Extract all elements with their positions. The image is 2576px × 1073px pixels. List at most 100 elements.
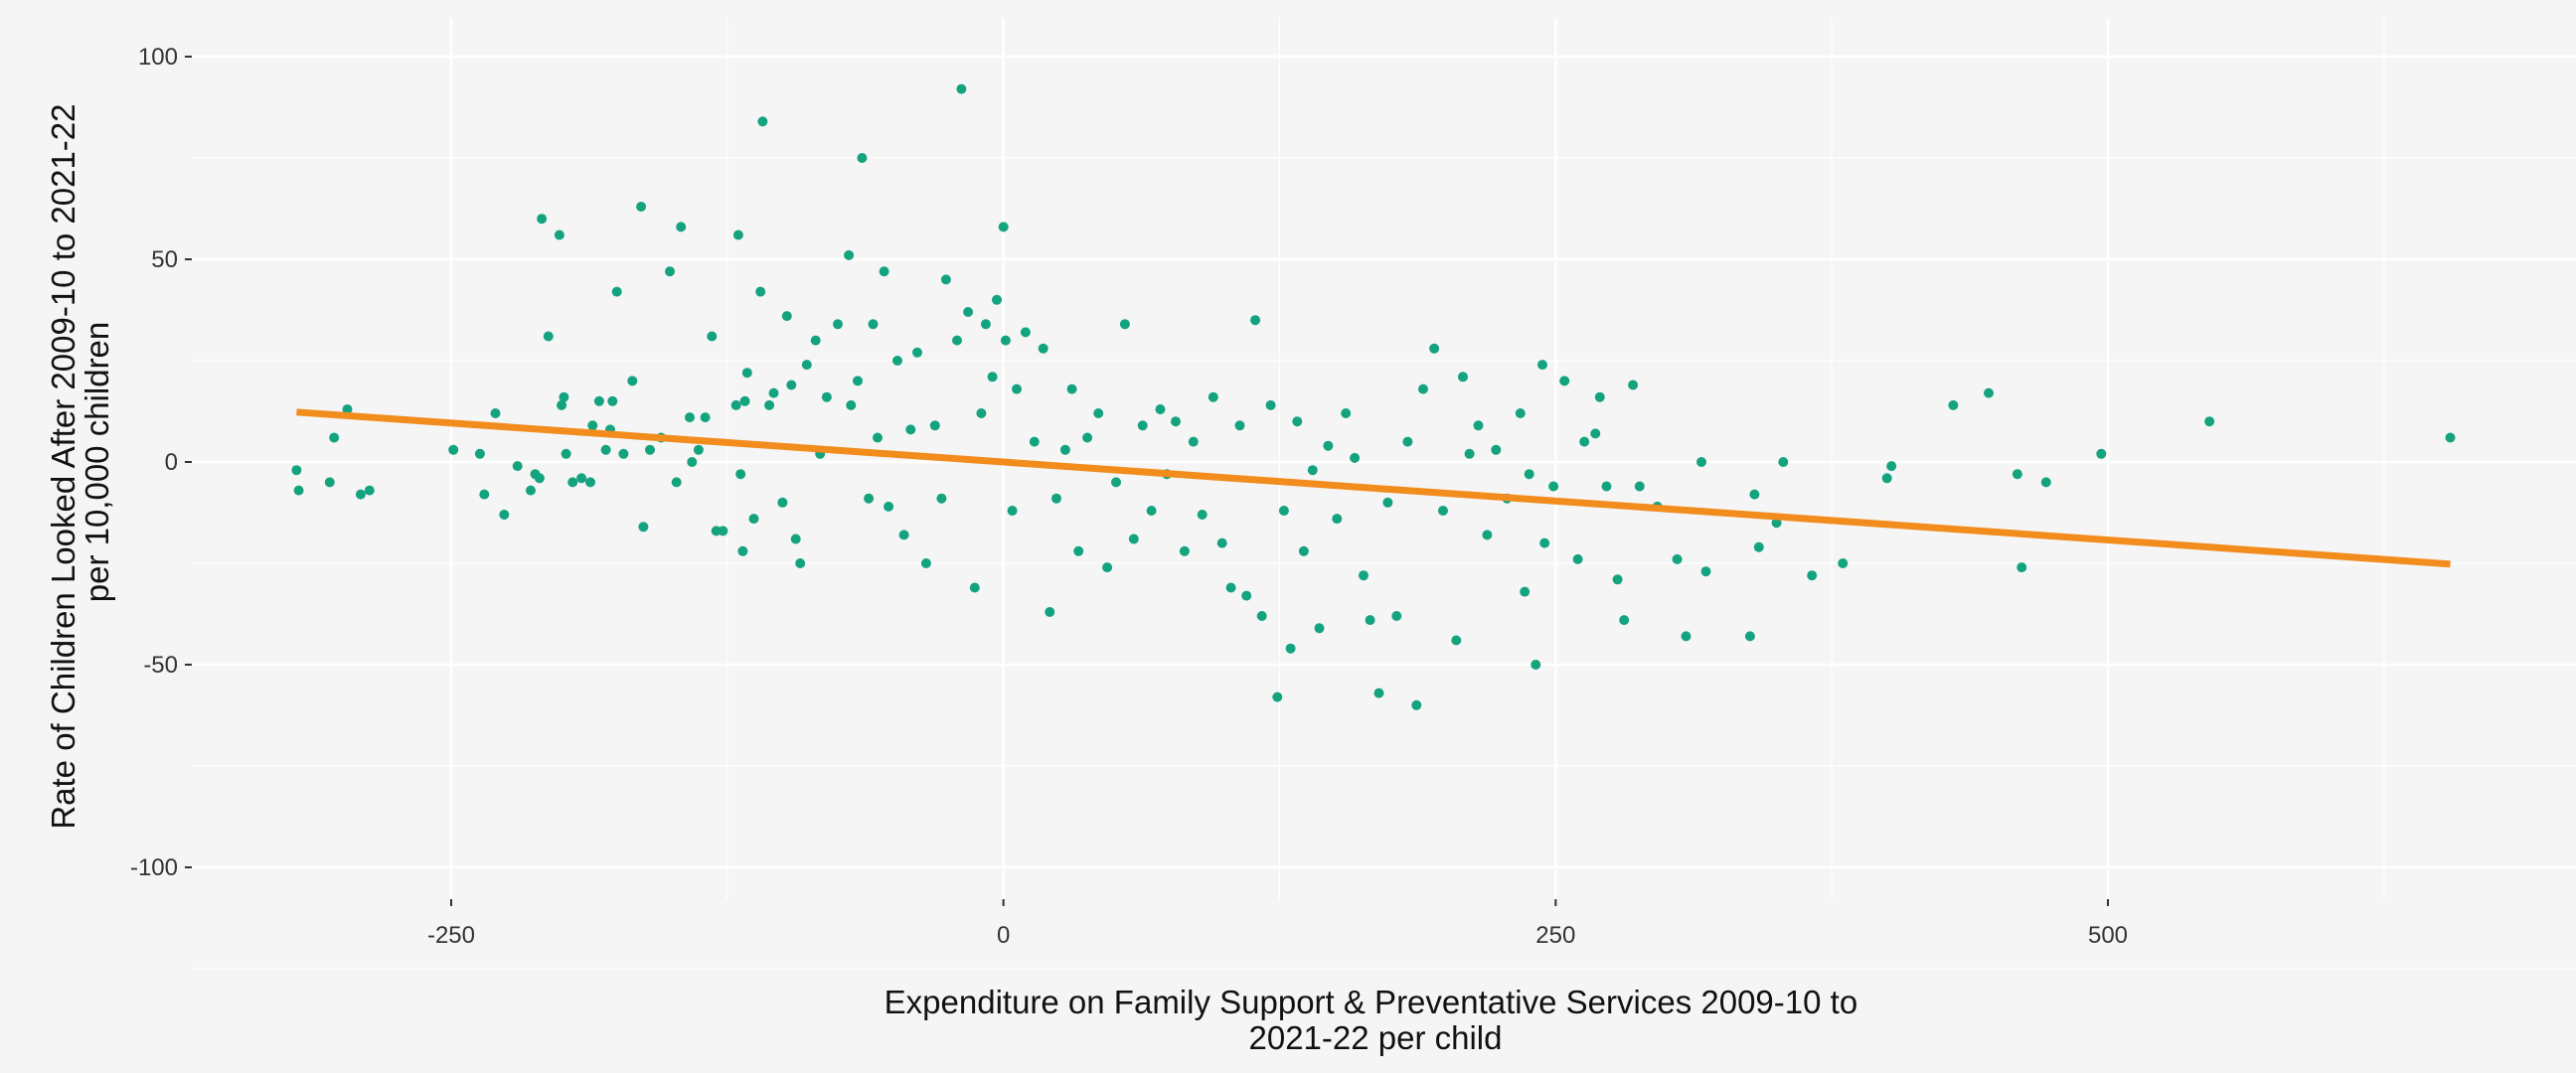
data-point (1029, 436, 1040, 447)
data-point (1073, 545, 1084, 556)
data-point (627, 376, 638, 386)
data-point (474, 448, 485, 459)
data-point (1059, 444, 1070, 455)
data-point (821, 391, 832, 402)
data-point (868, 319, 879, 330)
trend-line (296, 408, 2451, 568)
data-point (1197, 510, 1208, 520)
data-point (645, 444, 655, 455)
data-point (499, 510, 510, 520)
data-point (1179, 545, 1190, 556)
data-point (479, 489, 490, 500)
data-point (1458, 372, 1468, 383)
data-point (810, 335, 821, 346)
data-point (1744, 631, 1755, 642)
data-point (1537, 360, 1547, 371)
data-point (1137, 420, 1148, 431)
data-point (1515, 408, 1526, 418)
data-point (1628, 380, 1639, 390)
data-point (735, 469, 746, 480)
data-point (936, 493, 947, 504)
data-point (998, 222, 1009, 232)
data-point (1634, 481, 1645, 492)
data-point (1119, 319, 1130, 330)
data-point (879, 266, 889, 277)
data-point (685, 412, 695, 423)
data-point (718, 526, 728, 536)
grid-lines (192, 18, 2576, 970)
data-point (1359, 570, 1368, 581)
data-point (777, 497, 788, 508)
y-tick-label: -50 (143, 652, 178, 679)
data-point (607, 395, 618, 406)
data-point (1256, 611, 1267, 621)
data-point (707, 331, 718, 342)
data-point (1250, 315, 1261, 326)
data-point (543, 331, 554, 342)
data-point (940, 274, 951, 285)
data-point (1188, 436, 1199, 447)
data-point (1285, 643, 1296, 654)
data-point (1520, 586, 1530, 597)
data-point (324, 477, 335, 488)
data-point (618, 448, 629, 459)
data-point (671, 477, 682, 488)
data-point (293, 485, 304, 496)
data-points (291, 83, 2456, 710)
data-point (1411, 699, 1422, 710)
data-point (364, 485, 375, 496)
data-point (864, 493, 875, 504)
data-point (1066, 383, 1077, 394)
data-point (748, 514, 759, 525)
data-point (1265, 399, 1276, 410)
data-point (1082, 432, 1093, 443)
y-tick-label: 0 (165, 449, 178, 476)
data-point (2204, 416, 2215, 427)
data-point (638, 522, 649, 533)
data-point (1579, 436, 1590, 447)
data-point (1548, 481, 1559, 492)
trend-line-group (296, 408, 2451, 568)
data-point (739, 395, 750, 406)
y-axis-title-line-1: Rate of Children Looked After 2009-10 to… (45, 103, 81, 829)
data-point (600, 444, 611, 455)
data-point (2012, 469, 2022, 480)
data-point (291, 465, 302, 476)
data-point (1473, 420, 1484, 431)
data-point (1418, 383, 1428, 394)
x-axis-title-line-1: Expenditure on Family Support & Preventa… (885, 984, 1858, 1020)
data-point (1984, 387, 1994, 398)
data-point (1341, 408, 1352, 418)
data-point (1696, 457, 1706, 467)
data-point (1524, 469, 1534, 480)
data-point (1594, 391, 1605, 402)
data-point (1451, 635, 1462, 646)
data-point (676, 222, 687, 232)
data-point (786, 380, 797, 390)
data-point (587, 420, 598, 431)
data-point (1778, 457, 1789, 467)
data-point (1559, 376, 1570, 386)
data-point (2096, 448, 2107, 459)
data-point (2445, 432, 2456, 443)
data-point (992, 294, 1002, 305)
data-point (1807, 570, 1818, 581)
x-tick-label: 500 (2088, 922, 2128, 949)
data-point (969, 582, 980, 593)
data-point (1292, 416, 1303, 427)
data-point (884, 501, 894, 512)
data-point (1007, 506, 1018, 516)
data-point (873, 432, 883, 443)
data-point (1391, 611, 1402, 621)
data-point (1619, 615, 1630, 626)
data-point (1102, 562, 1113, 573)
data-point (1111, 477, 1121, 488)
data-point (1216, 537, 1227, 548)
data-point (636, 202, 647, 212)
data-point (1881, 473, 1892, 484)
data-point (833, 319, 843, 330)
data-point (665, 266, 675, 277)
y-tick-label: 100 (138, 44, 178, 71)
